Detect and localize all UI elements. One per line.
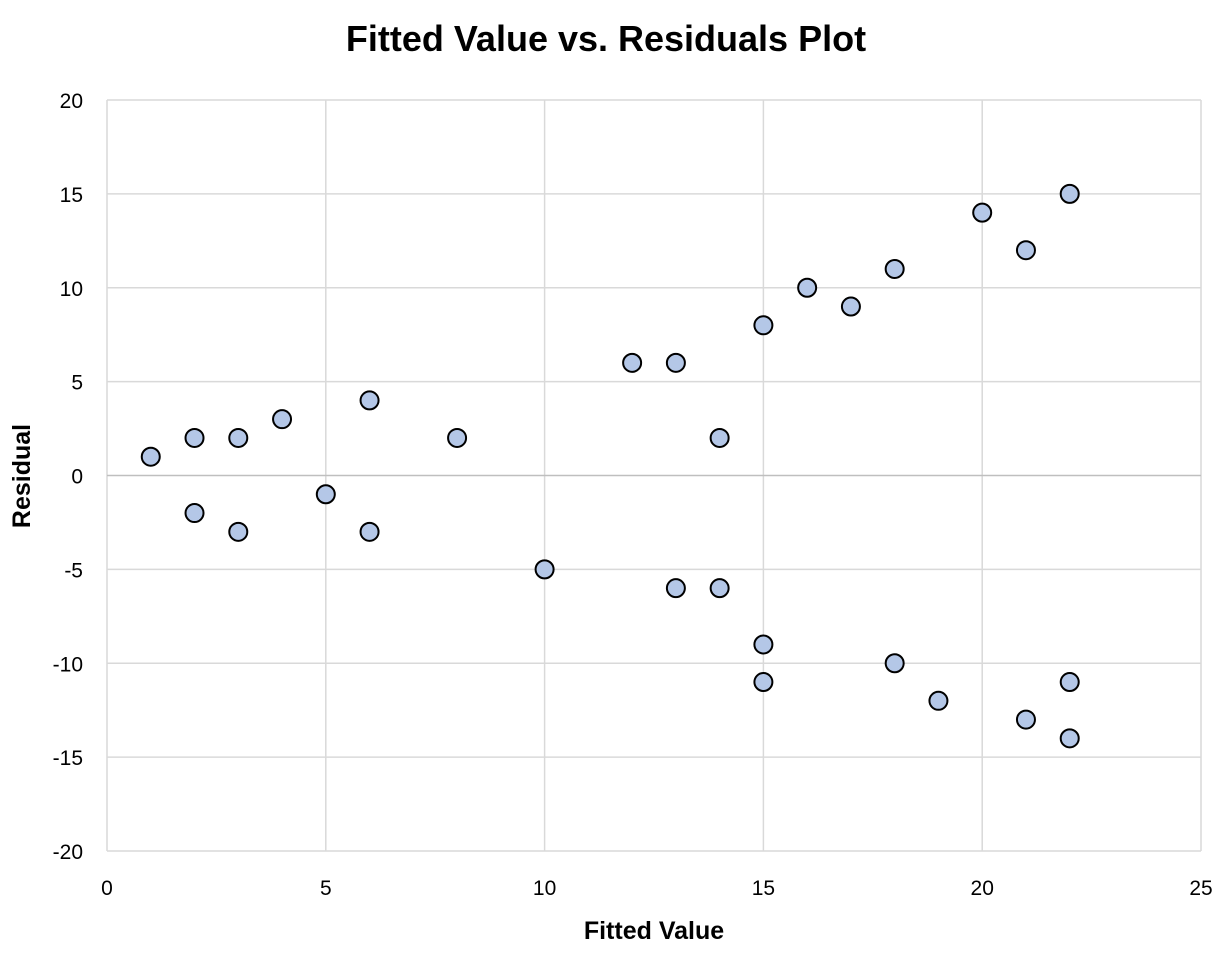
y-tick-label: 15 bbox=[60, 184, 83, 207]
data-point bbox=[665, 578, 686, 599]
data-point bbox=[884, 653, 905, 674]
x-tick-label: 5 bbox=[320, 877, 332, 900]
data-point bbox=[140, 446, 161, 467]
y-tick-label: -15 bbox=[53, 747, 83, 770]
data-points bbox=[140, 183, 1080, 749]
data-point bbox=[184, 503, 205, 524]
data-point bbox=[228, 521, 249, 542]
data-point bbox=[447, 427, 468, 448]
data-point bbox=[315, 484, 336, 505]
data-point bbox=[753, 315, 774, 336]
data-point bbox=[753, 634, 774, 655]
data-point bbox=[359, 390, 380, 411]
data-point bbox=[1015, 709, 1036, 730]
data-point bbox=[840, 296, 861, 317]
data-point bbox=[928, 690, 949, 711]
y-tick-label: -20 bbox=[53, 841, 83, 864]
x-axis-label: Fitted Value bbox=[584, 917, 724, 945]
y-tick-label: 20 bbox=[60, 90, 83, 113]
data-point bbox=[1059, 728, 1080, 749]
y-tick-label: 5 bbox=[71, 372, 83, 395]
gridlines bbox=[106, 99, 1202, 852]
data-point bbox=[272, 409, 293, 430]
data-point bbox=[709, 427, 730, 448]
x-tick-label: 20 bbox=[971, 877, 994, 900]
x-tick-label: 25 bbox=[1189, 877, 1212, 900]
chart-title: Fitted Value vs. Residuals Plot bbox=[346, 18, 866, 59]
data-point bbox=[665, 352, 686, 373]
data-point bbox=[184, 427, 205, 448]
data-point bbox=[1015, 240, 1036, 261]
data-point bbox=[797, 277, 818, 298]
y-tick-label: -10 bbox=[53, 653, 83, 676]
data-point bbox=[753, 672, 774, 693]
y-axis-label: Residual bbox=[8, 424, 36, 528]
data-point bbox=[622, 352, 643, 373]
data-point bbox=[228, 427, 249, 448]
data-point bbox=[972, 202, 993, 223]
y-tick-label: 0 bbox=[71, 466, 83, 489]
x-tick-label: 15 bbox=[752, 877, 775, 900]
data-point bbox=[884, 258, 905, 279]
data-point bbox=[1059, 672, 1080, 693]
x-tick-label: 10 bbox=[533, 877, 556, 900]
tick-labels: 0 5 10 15 20 25 20 15 10 5 0 -5 -10 -15 -20 bbox=[53, 90, 1213, 900]
data-point bbox=[359, 521, 380, 542]
data-point bbox=[1059, 183, 1080, 204]
data-point bbox=[534, 559, 555, 580]
x-tick-label: 0 bbox=[101, 877, 113, 900]
y-tick-label: -5 bbox=[64, 559, 83, 582]
data-point bbox=[709, 578, 730, 599]
y-tick-label: 10 bbox=[60, 278, 83, 301]
